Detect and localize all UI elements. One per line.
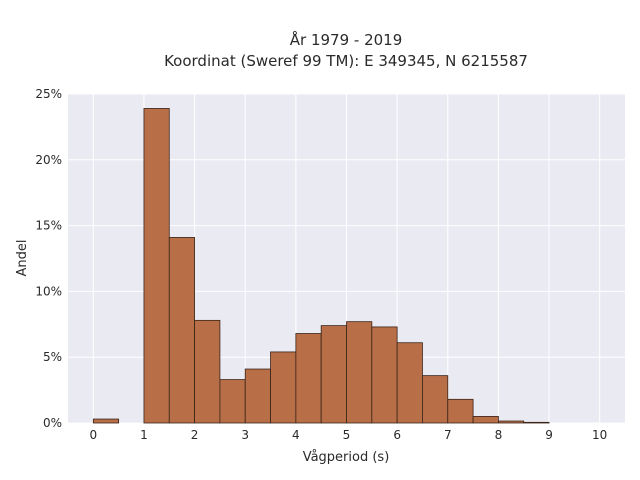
- histogram-bar: [92, 418, 120, 424]
- x-tick-label: 7: [444, 428, 452, 442]
- x-tick-label: 3: [241, 428, 249, 442]
- x-tick-label: 0: [89, 428, 97, 442]
- bars: [92, 108, 550, 424]
- histogram-bar: [396, 342, 423, 424]
- y-axis-label: Andel: [15, 240, 30, 277]
- x-axis-label: Vågperiod (s): [303, 450, 390, 465]
- y-tick-label: 15%: [35, 219, 62, 233]
- y-tick-label: 10%: [35, 284, 62, 298]
- y-axis-ticks: 0% 5% 10% 15% 20% 25%: [35, 87, 62, 430]
- histogram-bar: [523, 421, 550, 424]
- chart-subtitle: Koordinat (Sweref 99 TM): E 349345, N 62…: [164, 52, 528, 70]
- histogram-bar: [472, 416, 499, 424]
- histogram-bar: [270, 351, 297, 424]
- x-tick-label: 1: [140, 428, 148, 442]
- histogram-bar: [498, 420, 525, 424]
- histogram-bar: [219, 379, 246, 424]
- x-tick-label: 6: [393, 428, 401, 442]
- histogram-bar: [143, 108, 170, 424]
- histogram-bar: [168, 237, 195, 424]
- chart-title: År 1979 - 2019: [290, 30, 403, 49]
- histogram-bar: [371, 326, 398, 424]
- histogram-bar: [346, 321, 373, 424]
- x-tick-label: 5: [343, 428, 351, 442]
- x-tick-label: 2: [191, 428, 199, 442]
- x-tick-label: 9: [545, 428, 553, 442]
- x-axis-ticks: 0 1 2 3 4 5 6 7 8 9 10: [89, 428, 607, 442]
- x-tick-label: 8: [495, 428, 503, 442]
- x-tick-label: 10: [592, 428, 607, 442]
- y-tick-label: 0%: [43, 416, 62, 430]
- histogram-bar: [422, 375, 449, 424]
- y-tick-label: 25%: [35, 87, 62, 101]
- histogram-bar: [447, 398, 474, 424]
- y-tick-label: 5%: [43, 350, 62, 364]
- x-tick-label: 4: [292, 428, 300, 442]
- y-tick-label: 20%: [35, 153, 62, 167]
- histogram-bar: [194, 319, 221, 424]
- histogram-bar: [295, 333, 322, 424]
- histogram-bar: [244, 368, 271, 424]
- histogram-bar: [320, 325, 347, 424]
